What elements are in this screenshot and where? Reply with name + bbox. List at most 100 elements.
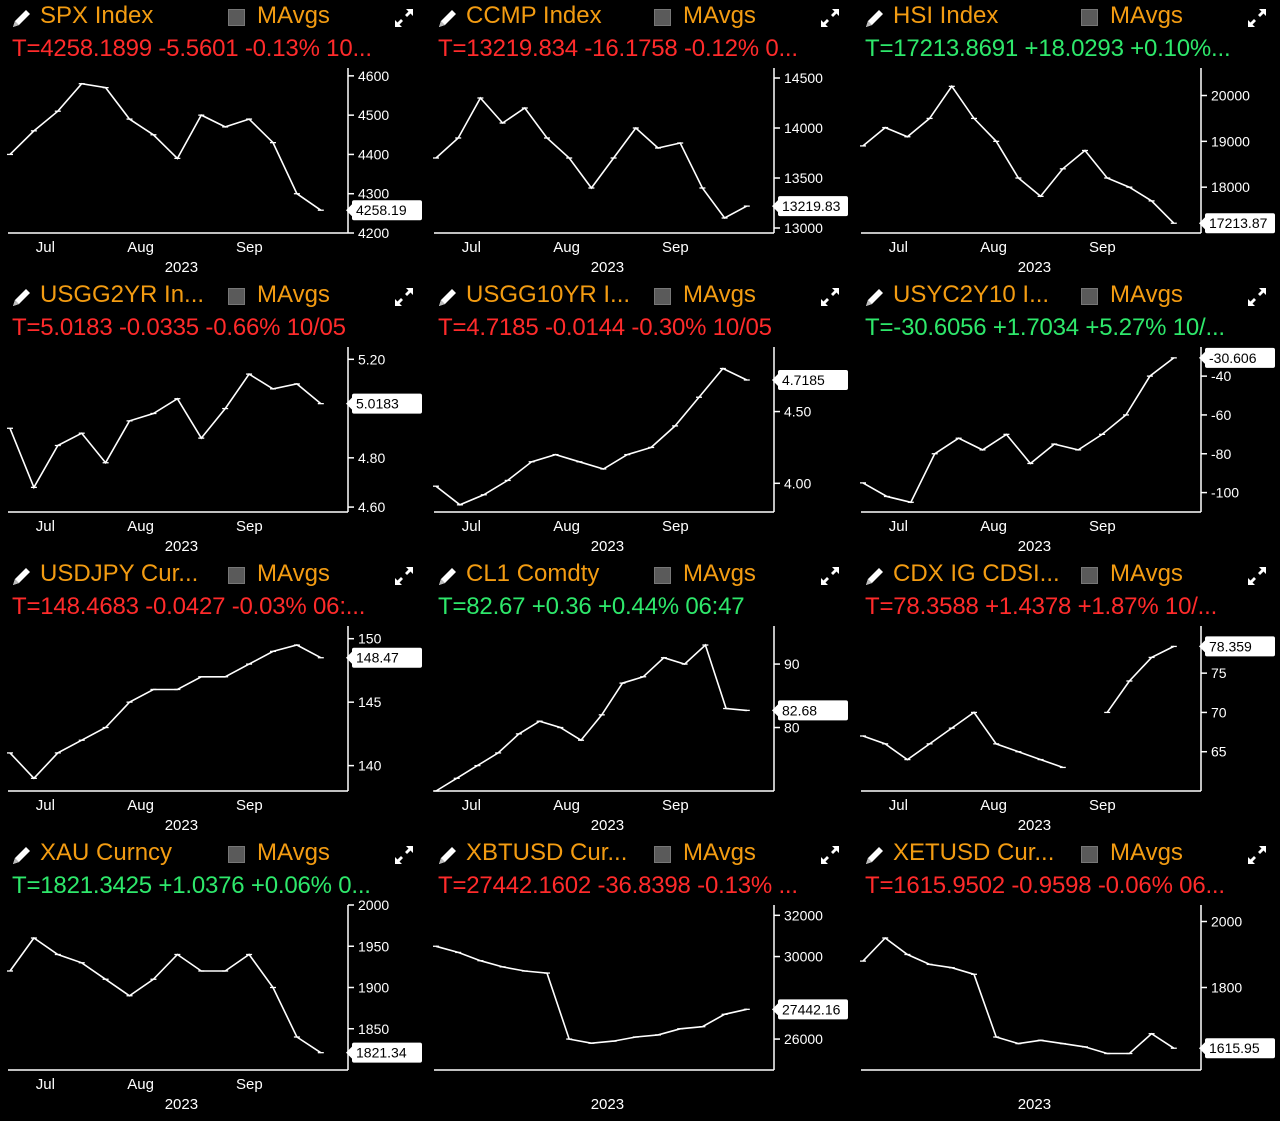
ticker-label[interactable]: XBTUSD Cur...: [466, 839, 628, 866]
ticker-label[interactable]: USDJPY Cur...: [40, 560, 199, 587]
pencil-icon[interactable]: [863, 564, 887, 588]
pencil-icon[interactable]: [863, 843, 887, 867]
mavgs-label[interactable]: MAvgs: [683, 839, 756, 866]
ticker-label[interactable]: CDX IG CDSI...: [893, 560, 1060, 587]
checkbox-icon[interactable]: [1081, 288, 1098, 305]
last-price-label: 78.359: [1199, 636, 1275, 657]
mavgs-label[interactable]: MAvgs: [257, 560, 330, 587]
chart-panel-7[interactable]: CL1 Comdty MAvgs T=82.67 +0.36 +0.44% 06…: [426, 558, 852, 837]
mavgs-label[interactable]: MAvgs: [683, 281, 756, 308]
chart-panel-11[interactable]: XETUSD Cur... MAvgs T=1615.9502 -0.9598 …: [853, 837, 1279, 1116]
ticker-label[interactable]: USGG10YR I...: [466, 281, 631, 308]
x-tick-label: Sep: [236, 797, 263, 814]
mavgs-label[interactable]: MAvgs: [683, 2, 756, 29]
checkbox-icon[interactable]: [228, 9, 245, 26]
checkbox-icon[interactable]: [228, 567, 245, 584]
pencil-icon[interactable]: [436, 6, 460, 30]
price-line: [862, 645, 1175, 769]
price-chart[interactable]: 4.50 4.00 Jul Aug Sep 2023 4.7185: [426, 279, 852, 558]
checkbox-icon[interactable]: [1081, 567, 1098, 584]
pencil-icon[interactable]: [436, 285, 460, 309]
chart-panel-2[interactable]: HSI Index MAvgs T=17213.8691 +18.0293 +0…: [853, 0, 1279, 279]
ticker-label[interactable]: SPX Index: [40, 2, 154, 29]
expand-icon[interactable]: [392, 843, 416, 867]
mavgs-label[interactable]: MAvgs: [1110, 281, 1183, 308]
price-chart[interactable]: 2000 1800 2023 1615.95: [853, 837, 1279, 1116]
pencil-icon[interactable]: [436, 843, 460, 867]
price-line: [862, 357, 1175, 504]
expand-icon[interactable]: [392, 564, 416, 588]
expand-icon[interactable]: [392, 285, 416, 309]
checkbox-icon[interactable]: [654, 9, 671, 26]
ticker-label[interactable]: CL1 Comdty: [466, 560, 600, 587]
ticker-label[interactable]: XAU Curncy: [40, 839, 173, 866]
y-tick-label: 1900: [358, 980, 389, 996]
expand-icon[interactable]: [1245, 6, 1269, 30]
last-price-text: 78.359: [1209, 638, 1252, 654]
price-chart[interactable]: 20000 19000 18000 Jul Aug Sep 2023 17213.87: [853, 0, 1279, 279]
price-chart[interactable]: 90 80 Jul Aug Sep 2023 82.68: [426, 558, 852, 837]
year-label: 2023: [591, 817, 624, 834]
ticker-label[interactable]: HSI Index: [893, 2, 999, 29]
chart-panel-3[interactable]: USGG2YR In... MAvgs T=5.0183 -0.0335 -0.…: [0, 279, 426, 558]
price-chart[interactable]: 2000 1950 1900 1850 Jul Aug Sep 2023 1821.34: [0, 837, 426, 1116]
pencil-icon[interactable]: [436, 564, 460, 588]
price-chart[interactable]: 75 70 65 Jul Aug Sep 2023 78.359: [853, 558, 1279, 837]
last-price-text: 1821.34: [356, 1045, 407, 1061]
chart-panel-4[interactable]: USGG10YR I... MAvgs T=4.7185 -0.0144 -0.…: [426, 279, 852, 558]
checkbox-icon[interactable]: [654, 288, 671, 305]
pencil-icon[interactable]: [10, 843, 34, 867]
price-chart[interactable]: 14500 14000 13500 13000 Jul Aug Sep 2023 13219.8…: [426, 0, 852, 279]
pencil-icon[interactable]: [10, 564, 34, 588]
mavgs-label[interactable]: MAvgs: [1110, 2, 1183, 29]
price-chart[interactable]: 150 145 140 Jul Aug Sep 2023 148.47: [0, 558, 426, 837]
chart-panel-1[interactable]: CCMP Index MAvgs T=13219.834 -16.1758 -0…: [426, 0, 852, 279]
price-chart[interactable]: 32000 30000 26000 2023 27442.16: [426, 837, 852, 1116]
chart-panel-0[interactable]: SPX Index MAvgs T=4258.1899 -5.5601 -0.1…: [0, 0, 426, 279]
x-tick-label: Jul: [889, 239, 908, 256]
mavgs-label[interactable]: MAvgs: [257, 839, 330, 866]
expand-icon[interactable]: [818, 6, 842, 30]
price-chart[interactable]: -40 -60 -80 -100 Jul Aug Sep 2023 -30.606: [853, 279, 1279, 558]
chart-panel-5[interactable]: USYC2Y10 I... MAvgs T=-30.6056 +1.7034 +…: [853, 279, 1279, 558]
y-tick-label: 4.50: [784, 404, 811, 420]
x-tick-label: Sep: [662, 797, 689, 814]
expand-icon[interactable]: [1245, 285, 1269, 309]
pencil-icon[interactable]: [863, 285, 887, 309]
mavgs-label[interactable]: MAvgs: [257, 281, 330, 308]
price-chart[interactable]: 5.20 4.80 4.60 Jul Aug Sep 2023 5.0183: [0, 279, 426, 558]
mavgs-label[interactable]: MAvgs: [257, 2, 330, 29]
chart-panel-8[interactable]: CDX IG CDSI... MAvgs T=78.3588 +1.4378 +…: [853, 558, 1279, 837]
pencil-icon[interactable]: [10, 285, 34, 309]
mavgs-label[interactable]: MAvgs: [1110, 839, 1183, 866]
checkbox-icon[interactable]: [1081, 846, 1098, 863]
x-tick-label: Jul: [462, 239, 481, 256]
x-tick-label: Aug: [127, 797, 154, 814]
ticker-label[interactable]: USGG2YR In...: [40, 281, 205, 308]
mavgs-label[interactable]: MAvgs: [683, 560, 756, 587]
expand-icon[interactable]: [1245, 843, 1269, 867]
pencil-icon[interactable]: [10, 6, 34, 30]
checkbox-icon[interactable]: [654, 567, 671, 584]
ticker-label[interactable]: XETUSD Cur...: [893, 839, 1055, 866]
ticker-label[interactable]: CCMP Index: [466, 2, 602, 29]
checkbox-icon[interactable]: [1081, 9, 1098, 26]
pencil-icon[interactable]: [863, 6, 887, 30]
chart-panel-6[interactable]: USDJPY Cur... MAvgs T=148.4683 -0.0427 -…: [0, 558, 426, 837]
expand-icon[interactable]: [818, 843, 842, 867]
checkbox-icon[interactable]: [228, 846, 245, 863]
expand-icon[interactable]: [1245, 564, 1269, 588]
y-tick-label: 30000: [784, 949, 823, 965]
last-price-text: -30.606: [1209, 350, 1257, 366]
mavgs-label[interactable]: MAvgs: [1110, 560, 1183, 587]
chart-panel-9[interactable]: XAU Curncy MAvgs T=1821.3425 +1.0376 +0.…: [0, 837, 426, 1116]
expand-icon[interactable]: [392, 6, 416, 30]
expand-icon[interactable]: [818, 285, 842, 309]
checkbox-icon[interactable]: [228, 288, 245, 305]
chart-panel-10[interactable]: XBTUSD Cur... MAvgs T=27442.1602 -36.839…: [426, 837, 852, 1116]
price-chart[interactable]: 4600 4500 4400 4300 4200 Jul Aug Sep 2023 4258.19: [0, 0, 426, 279]
checkbox-icon[interactable]: [654, 846, 671, 863]
last-price-text: 4.7185: [782, 372, 825, 388]
ticker-label[interactable]: USYC2Y10 I...: [893, 281, 1050, 308]
expand-icon[interactable]: [818, 564, 842, 588]
